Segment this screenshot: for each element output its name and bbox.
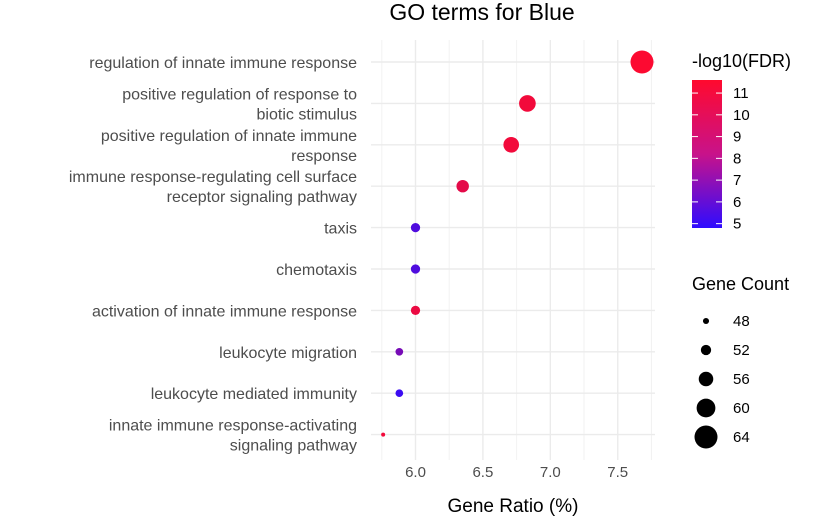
x-axis-title: Gene Ratio (%) — [448, 496, 579, 517]
data-point — [519, 95, 536, 112]
size-legend-key — [694, 425, 718, 449]
term-label: taxis — [324, 221, 357, 238]
color-legend-title: -log10(FDR) — [692, 51, 791, 71]
color-tick-label: 7 — [733, 172, 741, 189]
x-axis-ticks: 6.0 6.5 7.0 7.5 — [405, 464, 628, 481]
size-legend-label: 64 — [733, 429, 750, 446]
color-legend-ticks: 11 10 9 8 7 6 5 — [692, 85, 750, 233]
term-labels: regulation of innate immune response posi… — [69, 55, 357, 455]
size-legend-title: Gene Count — [692, 274, 789, 294]
data-point — [395, 389, 404, 398]
size-legend-label: 56 — [733, 371, 750, 388]
data-point — [410, 264, 421, 274]
term-label: positive regulation of response to — [122, 86, 357, 103]
term-label: regulation of innate immune response — [89, 55, 357, 72]
size-legend-label: 48 — [733, 313, 750, 330]
data-point — [381, 432, 386, 437]
term-label: receptor signaling pathway — [167, 189, 357, 206]
data-point — [503, 136, 520, 153]
color-tick-label: 10 — [733, 107, 750, 124]
term-label: signaling pathway — [230, 438, 357, 455]
term-label: immune response-regulating cell surface — [69, 169, 357, 186]
data-points — [381, 50, 654, 437]
x-tick-label: 7.0 — [540, 464, 561, 481]
term-label: chemotaxis — [276, 262, 357, 279]
x-tick-label: 6.5 — [472, 464, 493, 481]
color-tick-label: 9 — [733, 129, 741, 146]
size-legend-key — [698, 371, 714, 387]
x-tick-label: 6.0 — [405, 464, 426, 481]
term-label: activation of innate immune response — [92, 303, 357, 320]
term-label: response — [291, 148, 357, 165]
color-legend-bar — [692, 80, 722, 228]
term-label: leukocyte mediated immunity — [151, 386, 357, 403]
chart-title: GO terms for Blue — [389, 0, 574, 25]
data-point — [410, 222, 421, 233]
size-legend-label: 60 — [733, 400, 750, 417]
color-tick-label: 6 — [733, 194, 741, 211]
size-legend-label: 52 — [733, 342, 750, 359]
term-label: leukocyte migration — [219, 345, 357, 362]
data-point — [410, 305, 421, 316]
color-tick-label: 5 — [733, 216, 741, 233]
term-label: innate immune response-activating — [109, 418, 357, 435]
data-point — [395, 347, 404, 356]
color-tick-label: 11 — [733, 85, 749, 102]
size-legend: 48 52 56 60 64 — [694, 313, 750, 449]
size-legend-key — [702, 317, 710, 325]
x-tick-label: 7.5 — [607, 464, 628, 481]
term-label: positive regulation of innate immune — [101, 128, 357, 145]
size-legend-key — [696, 398, 716, 418]
term-label: biotic stimulus — [257, 106, 357, 123]
data-point — [456, 179, 469, 193]
size-legend-key — [700, 344, 712, 356]
data-point — [630, 50, 654, 74]
grid-lines — [371, 40, 655, 460]
color-tick-label: 8 — [733, 150, 741, 167]
